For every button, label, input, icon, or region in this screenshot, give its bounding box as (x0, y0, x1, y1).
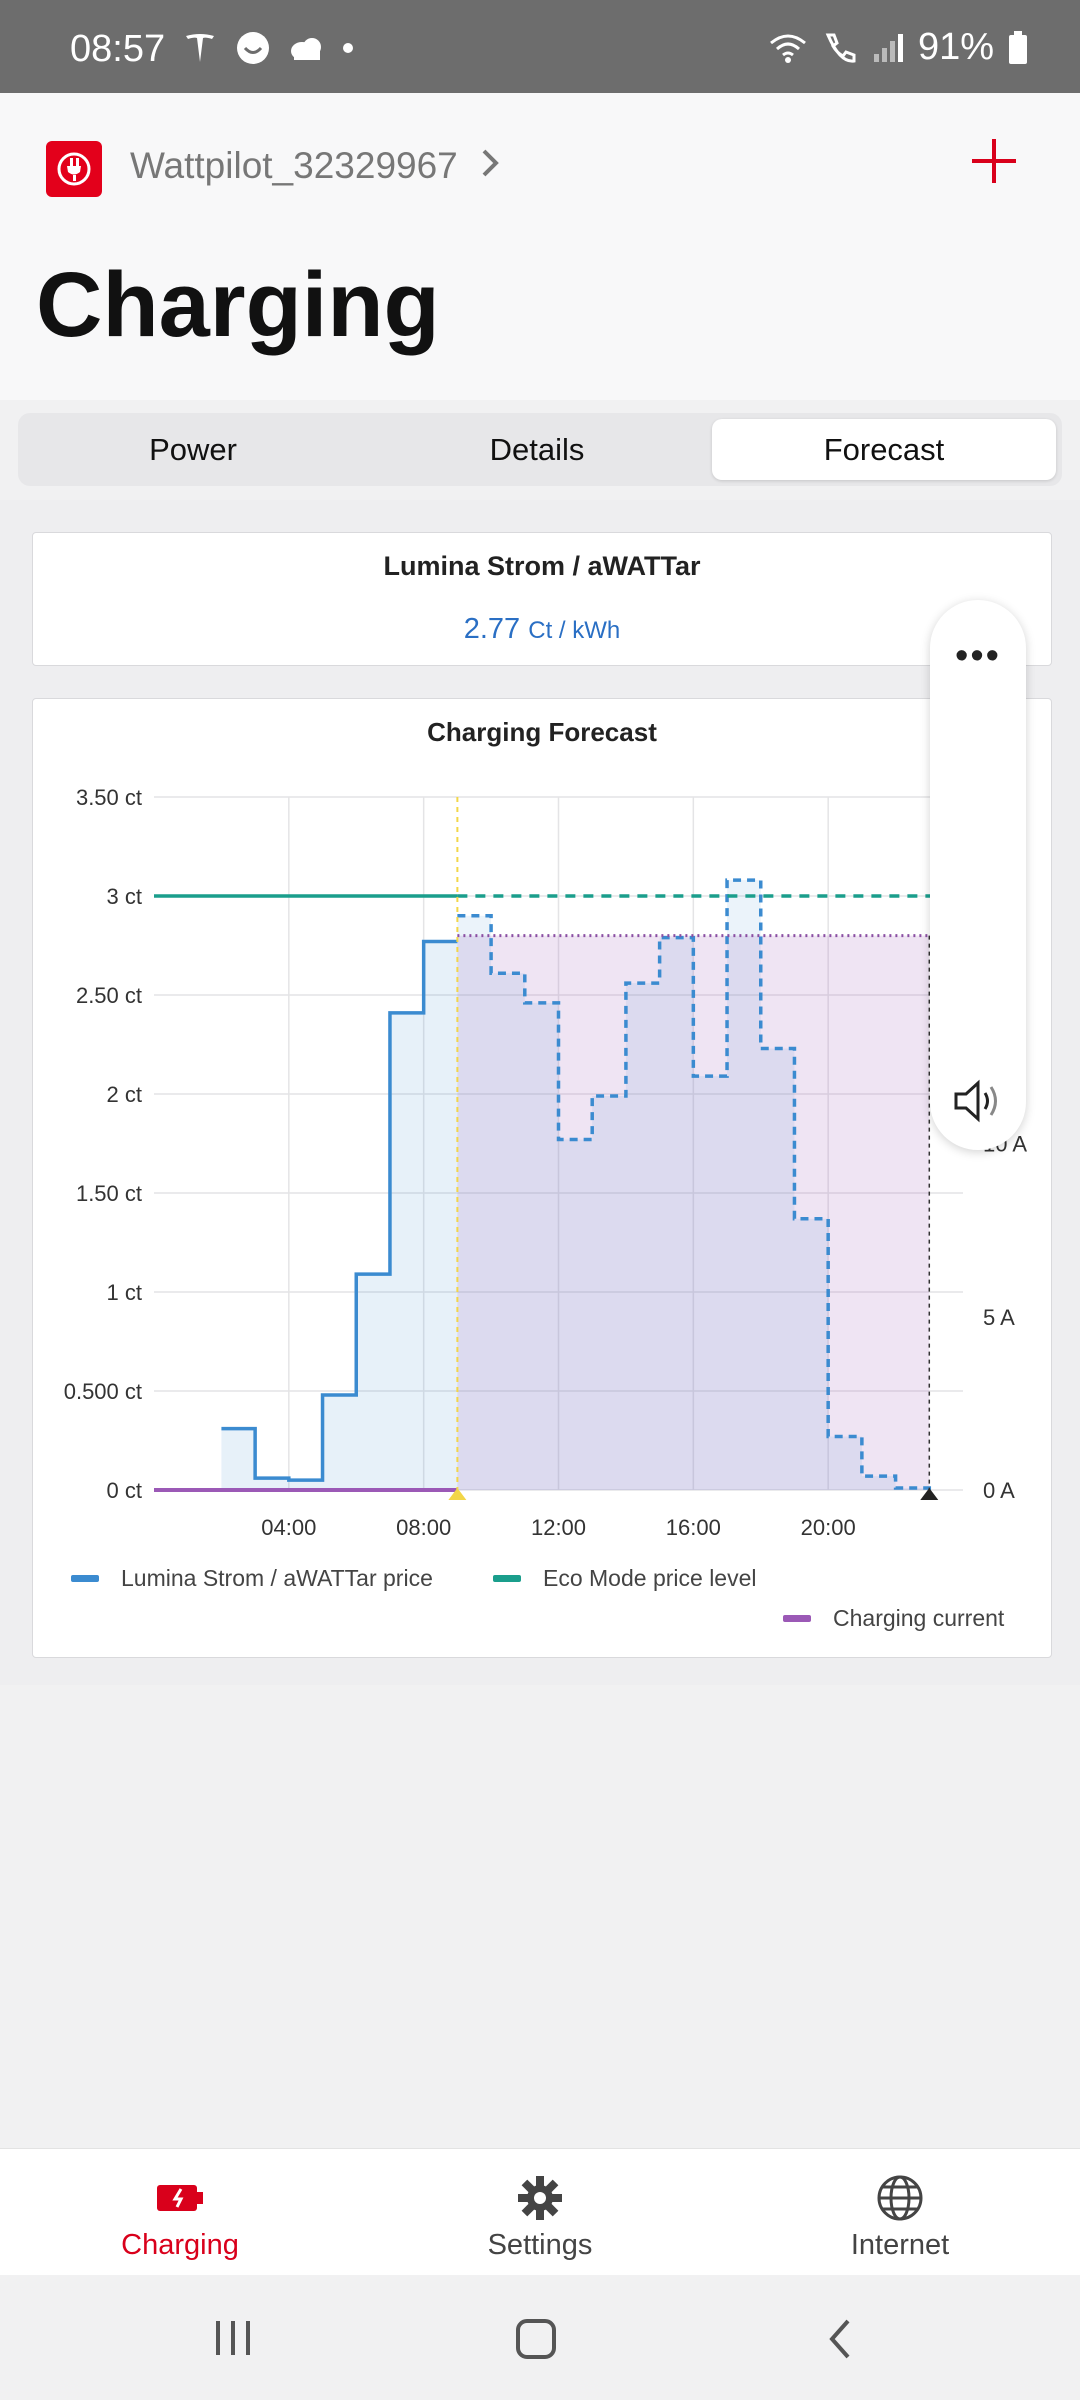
charging-icon (157, 2185, 203, 2211)
nav-internet[interactable]: Internet (780, 2149, 1020, 2276)
legend-swatch-eco (493, 1575, 521, 1582)
price-value: 2.77 Ct / kWh (33, 613, 1051, 646)
legend-item-current[interactable]: Charging current (783, 1605, 1004, 1632)
y-tick-label: 3.50 ct (76, 785, 142, 810)
price-area-past (221, 941, 458, 1490)
floating-side-panel: ••• (930, 600, 1026, 1150)
y-tick-label: 2.50 ct (76, 983, 142, 1008)
y-tick-label: 1 ct (107, 1280, 142, 1305)
nav-label-charging: Charging (121, 2229, 239, 2261)
segmented-tabs: Power Details Forecast (18, 413, 1062, 486)
y-right-tick-label: 0 A (983, 1478, 1015, 1503)
x-tick-label: 04:00 (261, 1515, 316, 1540)
legend-swatch-current (783, 1615, 811, 1622)
status-bar: 08:57 91% (0, 0, 1080, 93)
nav-settings[interactable]: Settings (420, 2149, 660, 2276)
wifi-icon (769, 34, 806, 63)
back-icon[interactable] (824, 2317, 858, 2361)
y-tick-label: 3 ct (107, 884, 142, 909)
price-unit: Ct / kWh (528, 617, 621, 644)
globe-icon (877, 2175, 923, 2221)
price-card: Lumina Strom / aWATTar 2.77 Ct / kWh (32, 532, 1052, 666)
tab-details[interactable]: Details (489, 431, 585, 467)
nav-label-settings: Settings (487, 2229, 593, 2261)
y-tick-label: 2 ct (107, 1082, 142, 1107)
cloud-icon (291, 38, 321, 60)
price-number: 2.77 (463, 613, 521, 645)
price-card-title: Lumina Strom / aWATTar (383, 551, 701, 581)
end-marker-triangle (920, 1488, 939, 1500)
bottom-navigation: Charging Settings Internet (0, 2148, 1080, 2276)
x-tick-label: 16:00 (666, 1515, 721, 1540)
chevron-right-icon[interactable] (478, 143, 502, 183)
gear-icon (518, 2176, 562, 2220)
system-navigation (0, 2275, 1080, 2400)
x-tick-label: 20:00 (801, 1515, 856, 1540)
volume-icon[interactable] (952, 1078, 1004, 1124)
price-line-forecast (457, 878, 932, 1490)
device-logo-icon[interactable] (46, 141, 102, 197)
legend-item-eco[interactable]: Eco Mode price level (493, 1565, 757, 1592)
legend-label-price: Lumina Strom / aWATTar price (121, 1565, 433, 1591)
nav-label-internet: Internet (850, 2229, 950, 2261)
dot-icon (343, 43, 353, 53)
recent-apps-icon[interactable] (210, 2317, 256, 2359)
legend-label-current: Charging current (833, 1605, 1005, 1631)
price-line-past (221, 939, 458, 1482)
x-tick-label: 08:00 (396, 1515, 451, 1540)
more-options-icon[interactable]: ••• (955, 635, 1001, 677)
call-icon (825, 33, 856, 63)
legend-swatch-price (71, 1575, 99, 1582)
legend-item-price[interactable]: Lumina Strom / aWATTar price (71, 1565, 433, 1592)
forecast-chart-card: Charging Forecast 0 ct 0.500 ct 1 ct 1.50 c… (32, 698, 1052, 1658)
app-header: Wattpilot_32329967 Charging (0, 93, 1080, 400)
signal-icon (873, 33, 903, 62)
x-tick-label: 12:00 (531, 1515, 586, 1540)
device-selector[interactable]: Wattpilot_32329967 (130, 145, 458, 186)
tesla-icon (186, 34, 214, 62)
tab-power[interactable]: Power (149, 431, 237, 467)
y-tick-label: 1.50 ct (76, 1181, 142, 1206)
forecast-chart[interactable]: 0 ct 0.500 ct 1 ct 1.50 ct 2 ct 2.50 ct 3 ct 3.… (33, 699, 1051, 1657)
y-right-tick-label: 5 A (983, 1305, 1015, 1330)
nav-charging[interactable]: Charging (60, 2149, 300, 2276)
page-title: Charging (36, 254, 440, 356)
home-icon[interactable] (514, 2317, 558, 2361)
legend-label-eco: Eco Mode price level (543, 1565, 757, 1591)
now-marker-triangle (448, 1488, 467, 1500)
price-area-future (457, 880, 930, 1490)
add-button[interactable] (964, 131, 1024, 191)
status-time: 08:57 (70, 28, 166, 70)
y-tick-label: 0.500 ct (64, 1379, 142, 1404)
tab-forecast[interactable]: Forecast (712, 419, 1056, 480)
battery-icon (1009, 30, 1027, 64)
battery-percent: 91% (917, 26, 994, 68)
face-icon (237, 32, 269, 64)
y-tick-label: 0 ct (107, 1478, 142, 1503)
chart-title: Charging Forecast (427, 717, 657, 747)
charging-plan-area (457, 935, 930, 1490)
